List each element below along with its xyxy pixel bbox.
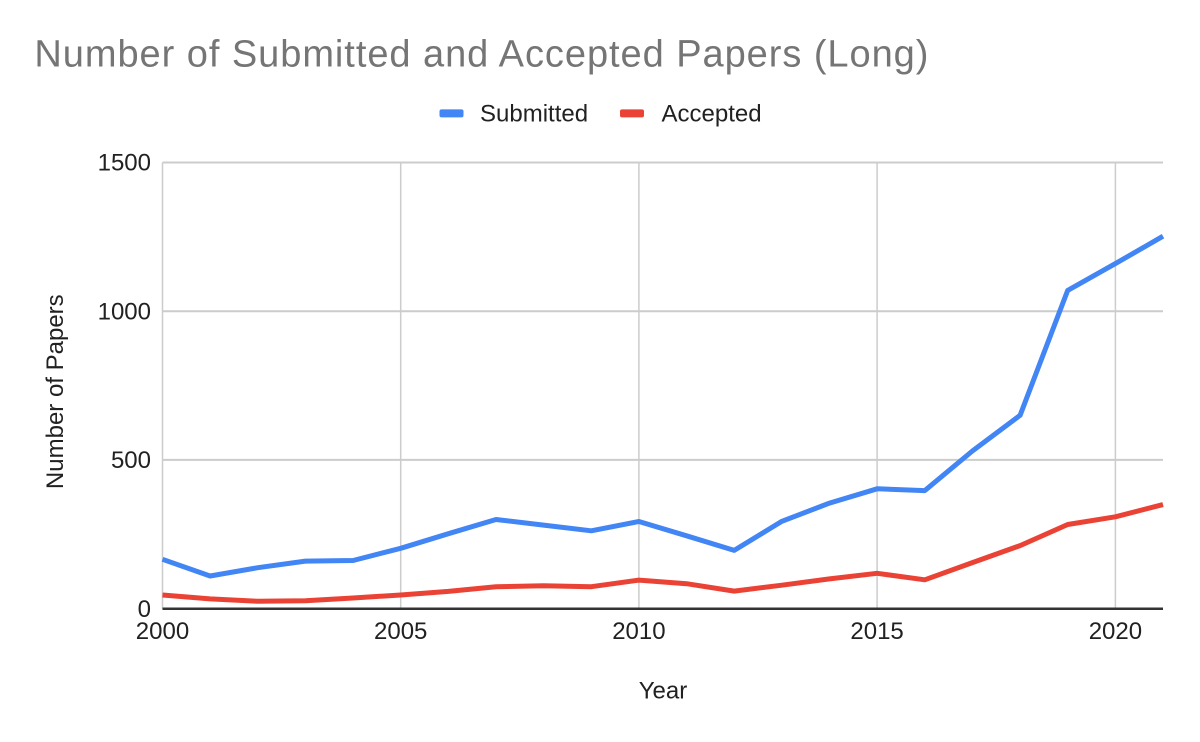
svg-text:Number of Papers: Number of Papers bbox=[42, 294, 69, 489]
svg-text:1000: 1000 bbox=[98, 298, 151, 325]
svg-text:2020: 2020 bbox=[1089, 618, 1142, 645]
svg-text:2015: 2015 bbox=[850, 618, 903, 645]
svg-text:Accepted: Accepted bbox=[662, 100, 762, 127]
svg-text:1500: 1500 bbox=[98, 150, 151, 177]
svg-text:Number of Submitted and Accept: Number of Submitted and Accepted Papers … bbox=[34, 33, 929, 75]
svg-text:2005: 2005 bbox=[374, 618, 427, 645]
svg-text:2010: 2010 bbox=[612, 618, 665, 645]
svg-text:Submitted: Submitted bbox=[480, 100, 588, 127]
svg-text:2000: 2000 bbox=[136, 618, 189, 645]
svg-text:500: 500 bbox=[111, 447, 151, 474]
svg-text:Year: Year bbox=[639, 678, 688, 705]
svg-text:0: 0 bbox=[138, 596, 151, 623]
